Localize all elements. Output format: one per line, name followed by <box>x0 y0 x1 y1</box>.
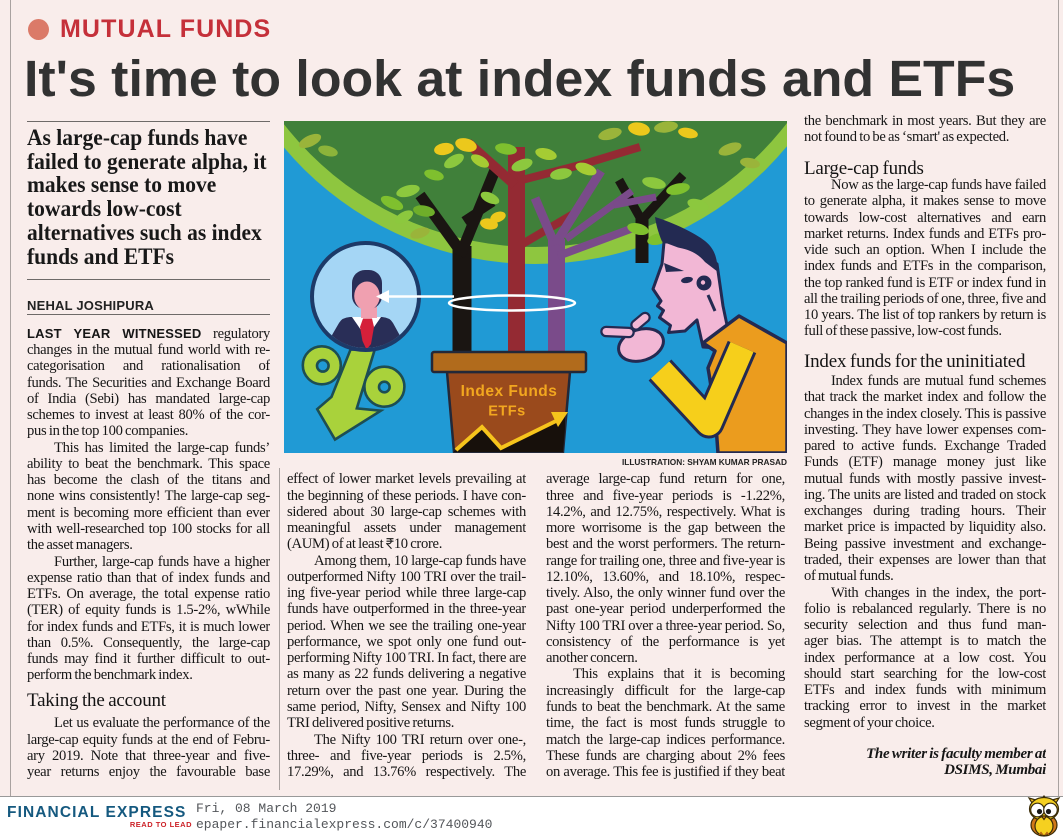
svg-text:Index Funds: Index Funds <box>461 383 558 400</box>
svg-text:ETFs: ETFs <box>488 404 525 420</box>
